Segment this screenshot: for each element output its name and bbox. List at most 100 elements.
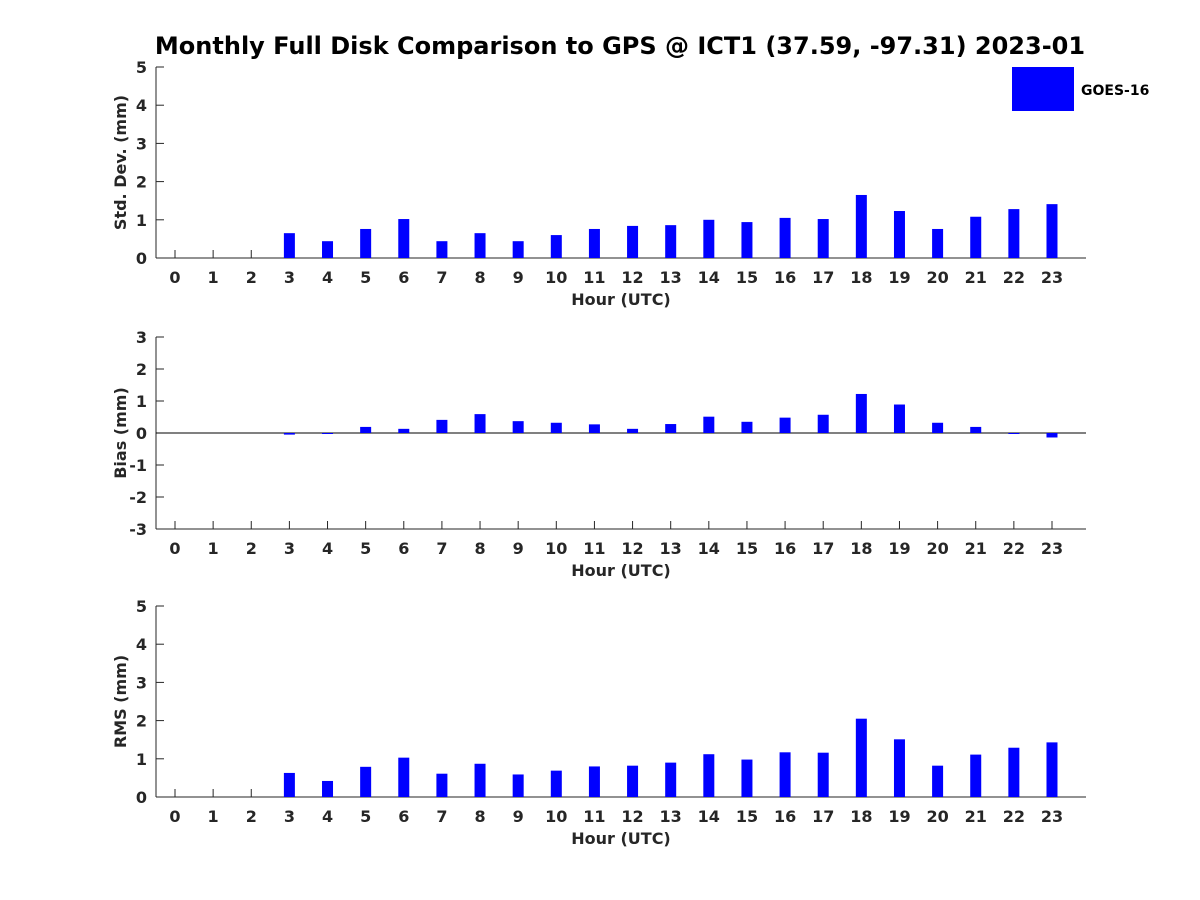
x-tick-label: 3 (284, 807, 295, 826)
bar-hour-10 (550, 770, 562, 797)
bar-hour-20 (932, 765, 944, 797)
y-tick-label: 0 (136, 424, 147, 443)
bar-hour-3 (283, 433, 295, 435)
y-tick-label: 5 (136, 58, 147, 77)
x-tick-label: 6 (398, 807, 409, 826)
x-tick-label: 7 (436, 807, 447, 826)
bar-hour-19 (893, 211, 905, 258)
bar-hour-17 (817, 414, 829, 433)
bar-hour-7 (436, 241, 448, 258)
x-tick-label: 9 (513, 807, 524, 826)
x-tick-label: 2 (246, 268, 257, 287)
bar-hour-18 (855, 718, 867, 797)
bar-hour-22 (1008, 433, 1020, 434)
bar-hour-19 (893, 404, 905, 433)
x-tick-label: 12 (621, 807, 643, 826)
bar-hour-10 (550, 235, 562, 258)
bar-hour-9 (512, 774, 524, 797)
bar-hour-6 (398, 219, 410, 258)
x-tick-label: 23 (1041, 807, 1063, 826)
x-tick-label: 16 (774, 807, 796, 826)
y-tick-label: 3 (136, 673, 147, 692)
bar-hour-11 (588, 424, 600, 433)
bar-hour-17 (817, 752, 829, 797)
x-tick-label: 20 (926, 268, 948, 287)
bar-hour-13 (665, 225, 677, 258)
bar-hour-23 (1046, 433, 1058, 438)
bar-hour-14 (703, 416, 715, 433)
bar-hour-21 (970, 426, 982, 433)
y-tick-label: 1 (136, 750, 147, 769)
x-tick-label: 22 (1003, 807, 1025, 826)
chart-title: Monthly Full Disk Comparison to GPS @ IC… (155, 32, 1085, 60)
x-tick-label: 7 (436, 539, 447, 558)
x-tick-label: 21 (965, 539, 987, 558)
bar-hour-3 (283, 233, 295, 258)
bar-hour-15 (741, 421, 753, 433)
x-tick-label: 0 (169, 268, 180, 287)
y-tick-label: -3 (129, 520, 147, 539)
bar-hour-12 (627, 765, 639, 797)
bar-hour-13 (665, 762, 677, 797)
x-tick-label: 9 (513, 268, 524, 287)
bar-hour-6 (398, 757, 410, 797)
bar-hour-7 (436, 773, 448, 797)
x-tick-label: 1 (208, 539, 219, 558)
y-tick-label: 1 (136, 211, 147, 230)
x-tick-label: 10 (545, 807, 567, 826)
bar-hour-20 (932, 422, 944, 433)
bar-hour-14 (703, 754, 715, 797)
bar-hour-4 (322, 433, 334, 434)
x-tick-label: 13 (660, 807, 682, 826)
x-tick-label: 17 (812, 807, 834, 826)
bar-hour-8 (474, 414, 486, 433)
bar-hour-19 (893, 739, 905, 797)
y-axis-label: Std. Dev. (mm) (111, 95, 130, 230)
bar-hour-14 (703, 219, 715, 258)
bar-hour-13 (665, 424, 677, 433)
y-tick-label: 2 (136, 712, 147, 731)
x-tick-label: 4 (322, 807, 333, 826)
bar-hour-16 (779, 752, 791, 797)
bar-hour-16 (779, 417, 791, 433)
x-tick-label: 10 (545, 539, 567, 558)
x-tick-label: 0 (169, 539, 180, 558)
x-tick-label: 14 (698, 268, 720, 287)
y-tick-label: 1 (136, 392, 147, 411)
x-tick-label: 15 (736, 268, 758, 287)
bar-hour-4 (322, 241, 334, 258)
x-tick-label: 23 (1041, 539, 1063, 558)
x-tick-label: 14 (698, 807, 720, 826)
bar-hour-9 (512, 241, 524, 258)
x-tick-label: 18 (850, 807, 872, 826)
x-tick-label: 4 (322, 539, 333, 558)
x-tick-label: 5 (360, 539, 371, 558)
x-tick-label: 18 (850, 539, 872, 558)
bar-hour-17 (817, 219, 829, 258)
bar-hour-7 (436, 419, 448, 433)
bar-hour-15 (741, 222, 753, 258)
bar-hour-11 (588, 228, 600, 258)
x-axis-label: Hour (UTC) (571, 290, 671, 309)
bar-hour-20 (932, 228, 944, 258)
x-tick-label: 20 (926, 807, 948, 826)
x-tick-label: 21 (965, 268, 987, 287)
bar-hour-8 (474, 763, 486, 797)
x-tick-label: 15 (736, 807, 758, 826)
x-axis-label: Hour (UTC) (571, 829, 671, 848)
bar-hour-12 (627, 428, 639, 433)
x-tick-label: 21 (965, 807, 987, 826)
bar-hour-6 (398, 428, 410, 433)
bar-hour-15 (741, 759, 753, 797)
x-tick-label: 4 (322, 268, 333, 287)
x-tick-label: 8 (474, 268, 485, 287)
y-tick-label: 2 (136, 360, 147, 379)
x-tick-label: 22 (1003, 539, 1025, 558)
y-tick-label: 0 (136, 788, 147, 807)
bar-hour-18 (855, 194, 867, 258)
x-tick-label: 6 (398, 539, 409, 558)
bar-hour-3 (283, 772, 295, 797)
